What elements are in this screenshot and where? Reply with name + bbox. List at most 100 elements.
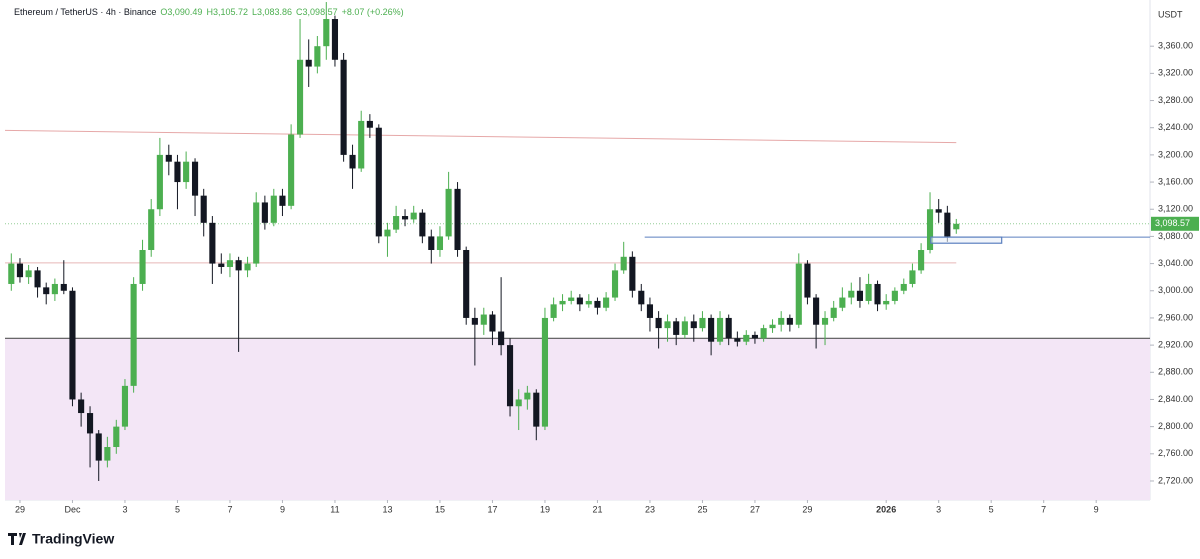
- x-tick-label: 21: [592, 504, 602, 514]
- candle-body: [918, 250, 925, 271]
- x-tick-label: 5: [175, 504, 180, 514]
- y-tick-label: 2,960.00: [1158, 312, 1193, 322]
- candle-body: [218, 263, 225, 267]
- candle-body: [944, 212, 951, 237]
- x-tick-label: 2026: [876, 504, 896, 514]
- candle-body: [86, 413, 94, 434]
- candle-body: [751, 334, 759, 339]
- candle-body: [594, 300, 601, 308]
- candle-body: [445, 188, 452, 237]
- candle-body: [865, 283, 872, 301]
- candle-body: [60, 283, 67, 291]
- candle-body: [139, 250, 146, 284]
- candle-body: [43, 287, 50, 295]
- header-part: +8.07 (+0.26%): [342, 7, 404, 17]
- last-price-tag: [1151, 216, 1199, 231]
- candle-body: [725, 317, 732, 339]
- y-tick-label: 3,000.00: [1158, 285, 1193, 295]
- candle-body: [209, 222, 216, 264]
- y-tick-label: 2,720.00: [1158, 475, 1193, 485]
- candle-body: [200, 195, 207, 223]
- candle-body: [568, 297, 575, 301]
- x-tick-label: 3: [122, 504, 127, 514]
- candle-body: [743, 334, 750, 342]
- candle-body: [515, 399, 522, 407]
- x-tick-label: 19: [540, 504, 550, 514]
- candle-body: [506, 345, 514, 407]
- candle-body: [104, 447, 111, 461]
- candle-body: [778, 317, 785, 325]
- x-tick-label: 17: [487, 504, 497, 514]
- x-tick-label: 29: [15, 504, 25, 514]
- candle-body: [358, 120, 365, 169]
- candle-body: [16, 263, 24, 278]
- x-tick-label: 29: [802, 504, 812, 514]
- candle-body: [69, 290, 76, 400]
- candle-body: [323, 19, 330, 47]
- candle-body: [34, 270, 41, 288]
- candle-body: [226, 260, 234, 267]
- brand-icon: [8, 533, 26, 545]
- candle-body: [708, 317, 715, 342]
- candle-body: [655, 317, 662, 329]
- candle-body: [839, 297, 846, 308]
- candle-body: [646, 304, 654, 318]
- candle-body: [95, 433, 102, 461]
- candle-body: [821, 317, 829, 325]
- candle-body: [699, 317, 706, 329]
- candle-body: [681, 321, 688, 335]
- candle-body: [393, 216, 400, 230]
- candle-body: [8, 263, 15, 284]
- candle-body: [883, 300, 890, 305]
- candle-body: [795, 263, 802, 325]
- currency: USDT: [1158, 9, 1183, 19]
- candle-body: [533, 392, 540, 427]
- candle-body: [296, 59, 304, 135]
- x-tick-label: 13: [382, 504, 392, 514]
- candle-body: [366, 120, 373, 128]
- candle-body: [410, 212, 417, 220]
- x-tick-label: 23: [645, 504, 655, 514]
- candle-body: [498, 331, 505, 346]
- sloped-line: [4, 129, 957, 144]
- candle-body: [174, 161, 181, 183]
- candle-body: [288, 134, 295, 206]
- candle-body: [244, 263, 251, 271]
- support-zone: [5, 338, 1150, 500]
- last-price-label: 3,098.57: [1155, 218, 1190, 228]
- x-tick-label: 7: [227, 504, 232, 514]
- x-tick-label: 3: [936, 504, 941, 514]
- x-tick-label: 15: [435, 504, 445, 514]
- candle-body: [480, 314, 487, 325]
- x-tick-label: 25: [697, 504, 707, 514]
- candle-body: [926, 209, 934, 250]
- candle-body: [856, 290, 864, 301]
- candle-body: [813, 297, 820, 325]
- candle-body: [463, 250, 470, 318]
- candle-body: [340, 59, 347, 155]
- candle-body: [331, 19, 339, 60]
- candle-body: [349, 154, 356, 169]
- y-tick-label: 2,880.00: [1158, 367, 1193, 377]
- x-tick-label: Dec: [64, 504, 81, 514]
- x-tick-label: 9: [1094, 504, 1099, 514]
- candle-body: [576, 297, 583, 305]
- y-tick-label: 3,080.00: [1158, 231, 1193, 241]
- candle-body: [541, 317, 549, 427]
- y-tick-label: 3,360.00: [1158, 41, 1193, 51]
- candle-body: [734, 338, 741, 342]
- candle-body: [848, 290, 855, 298]
- y-tick-label: 3,200.00: [1158, 149, 1193, 159]
- candle-body: [524, 392, 531, 400]
- candle-body: [165, 154, 172, 162]
- candle-body: [874, 283, 881, 305]
- y-tick-label: 2,840.00: [1158, 394, 1193, 404]
- x-tick-label: 5: [989, 504, 994, 514]
- candle-body: [559, 300, 566, 305]
- candle-body: [51, 283, 58, 295]
- candle-body: [673, 321, 680, 335]
- brand-logo: TradingView: [8, 531, 114, 547]
- candle-body: [121, 385, 129, 427]
- y-tick-label: 2,760.00: [1158, 448, 1193, 458]
